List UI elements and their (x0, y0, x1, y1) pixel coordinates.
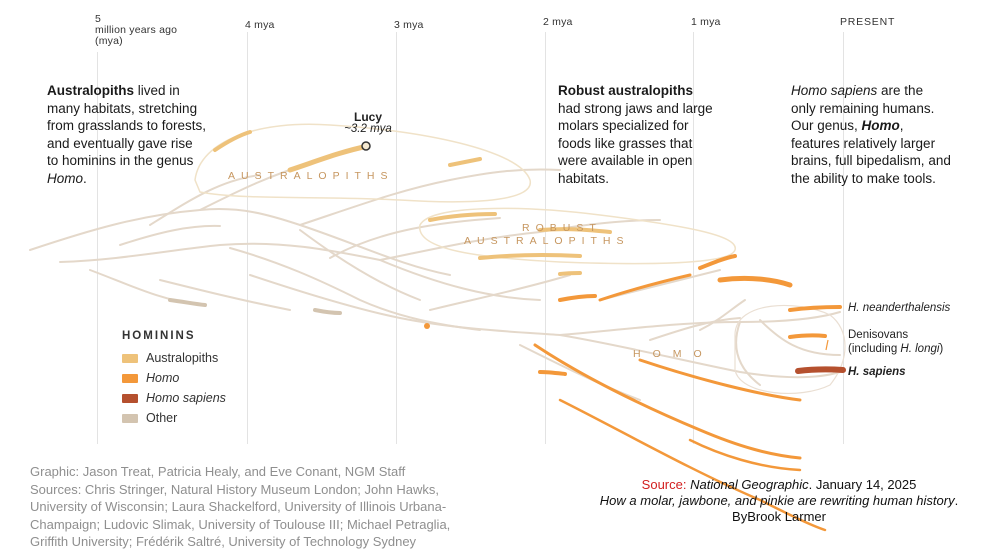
timeline-gridline (247, 32, 248, 444)
australopiths-group-label: AUSTRALOPITHS (228, 170, 394, 182)
legend: HOMININS Australopiths Homo Homo sapiens… (122, 330, 226, 428)
legend-title: HOMININS (122, 330, 196, 342)
sapiens-label: H. sapiens (848, 366, 906, 378)
legend-item-other: Other (122, 408, 226, 428)
lucy-label: Lucy ~3.2 mya (344, 110, 392, 135)
legend-item-homo: Homo (122, 368, 226, 388)
source-citation: Source: National Geographic. January 14,… (599, 477, 959, 524)
timeline-gridline (545, 32, 546, 444)
credits: Graphic: Jason Treat, Patricia Healy, an… (30, 464, 451, 549)
tick-1mya: 1 mya (691, 16, 721, 28)
tick-2mya: 2 mya (543, 16, 573, 28)
timeline-gridline (97, 52, 98, 444)
robust-group-label-1: ROBUST (522, 222, 602, 234)
robust-description: Robust australopiths had strong jaws and… (558, 83, 713, 186)
tick-5mya: 5 million years ago (mya) (95, 13, 178, 47)
tick-present: PRESENT (840, 16, 896, 28)
denisovans-label: Denisovans (including H. longi) (848, 329, 944, 355)
legend-item-homo-sapiens: Homo sapiens (122, 388, 226, 408)
australopiths-description: Australopiths lived in many habitats, st… (47, 83, 207, 186)
sapiens-description: Homo sapiens are the only remaining huma… (791, 83, 951, 186)
tick-3mya: 3 mya (394, 19, 424, 31)
robust-group-label-2: AUSTRALOPITHS (464, 235, 630, 247)
neanderthalensis-label: H. neanderthalensis (848, 302, 951, 314)
legend-item-australopiths: Australopiths (122, 348, 226, 368)
homo-group-label: HOMO (633, 348, 714, 360)
timeline-gridline (693, 32, 694, 444)
timeline-gridline (396, 32, 397, 444)
tick-4mya: 4 mya (245, 19, 275, 31)
timeline-gridline (843, 32, 844, 444)
